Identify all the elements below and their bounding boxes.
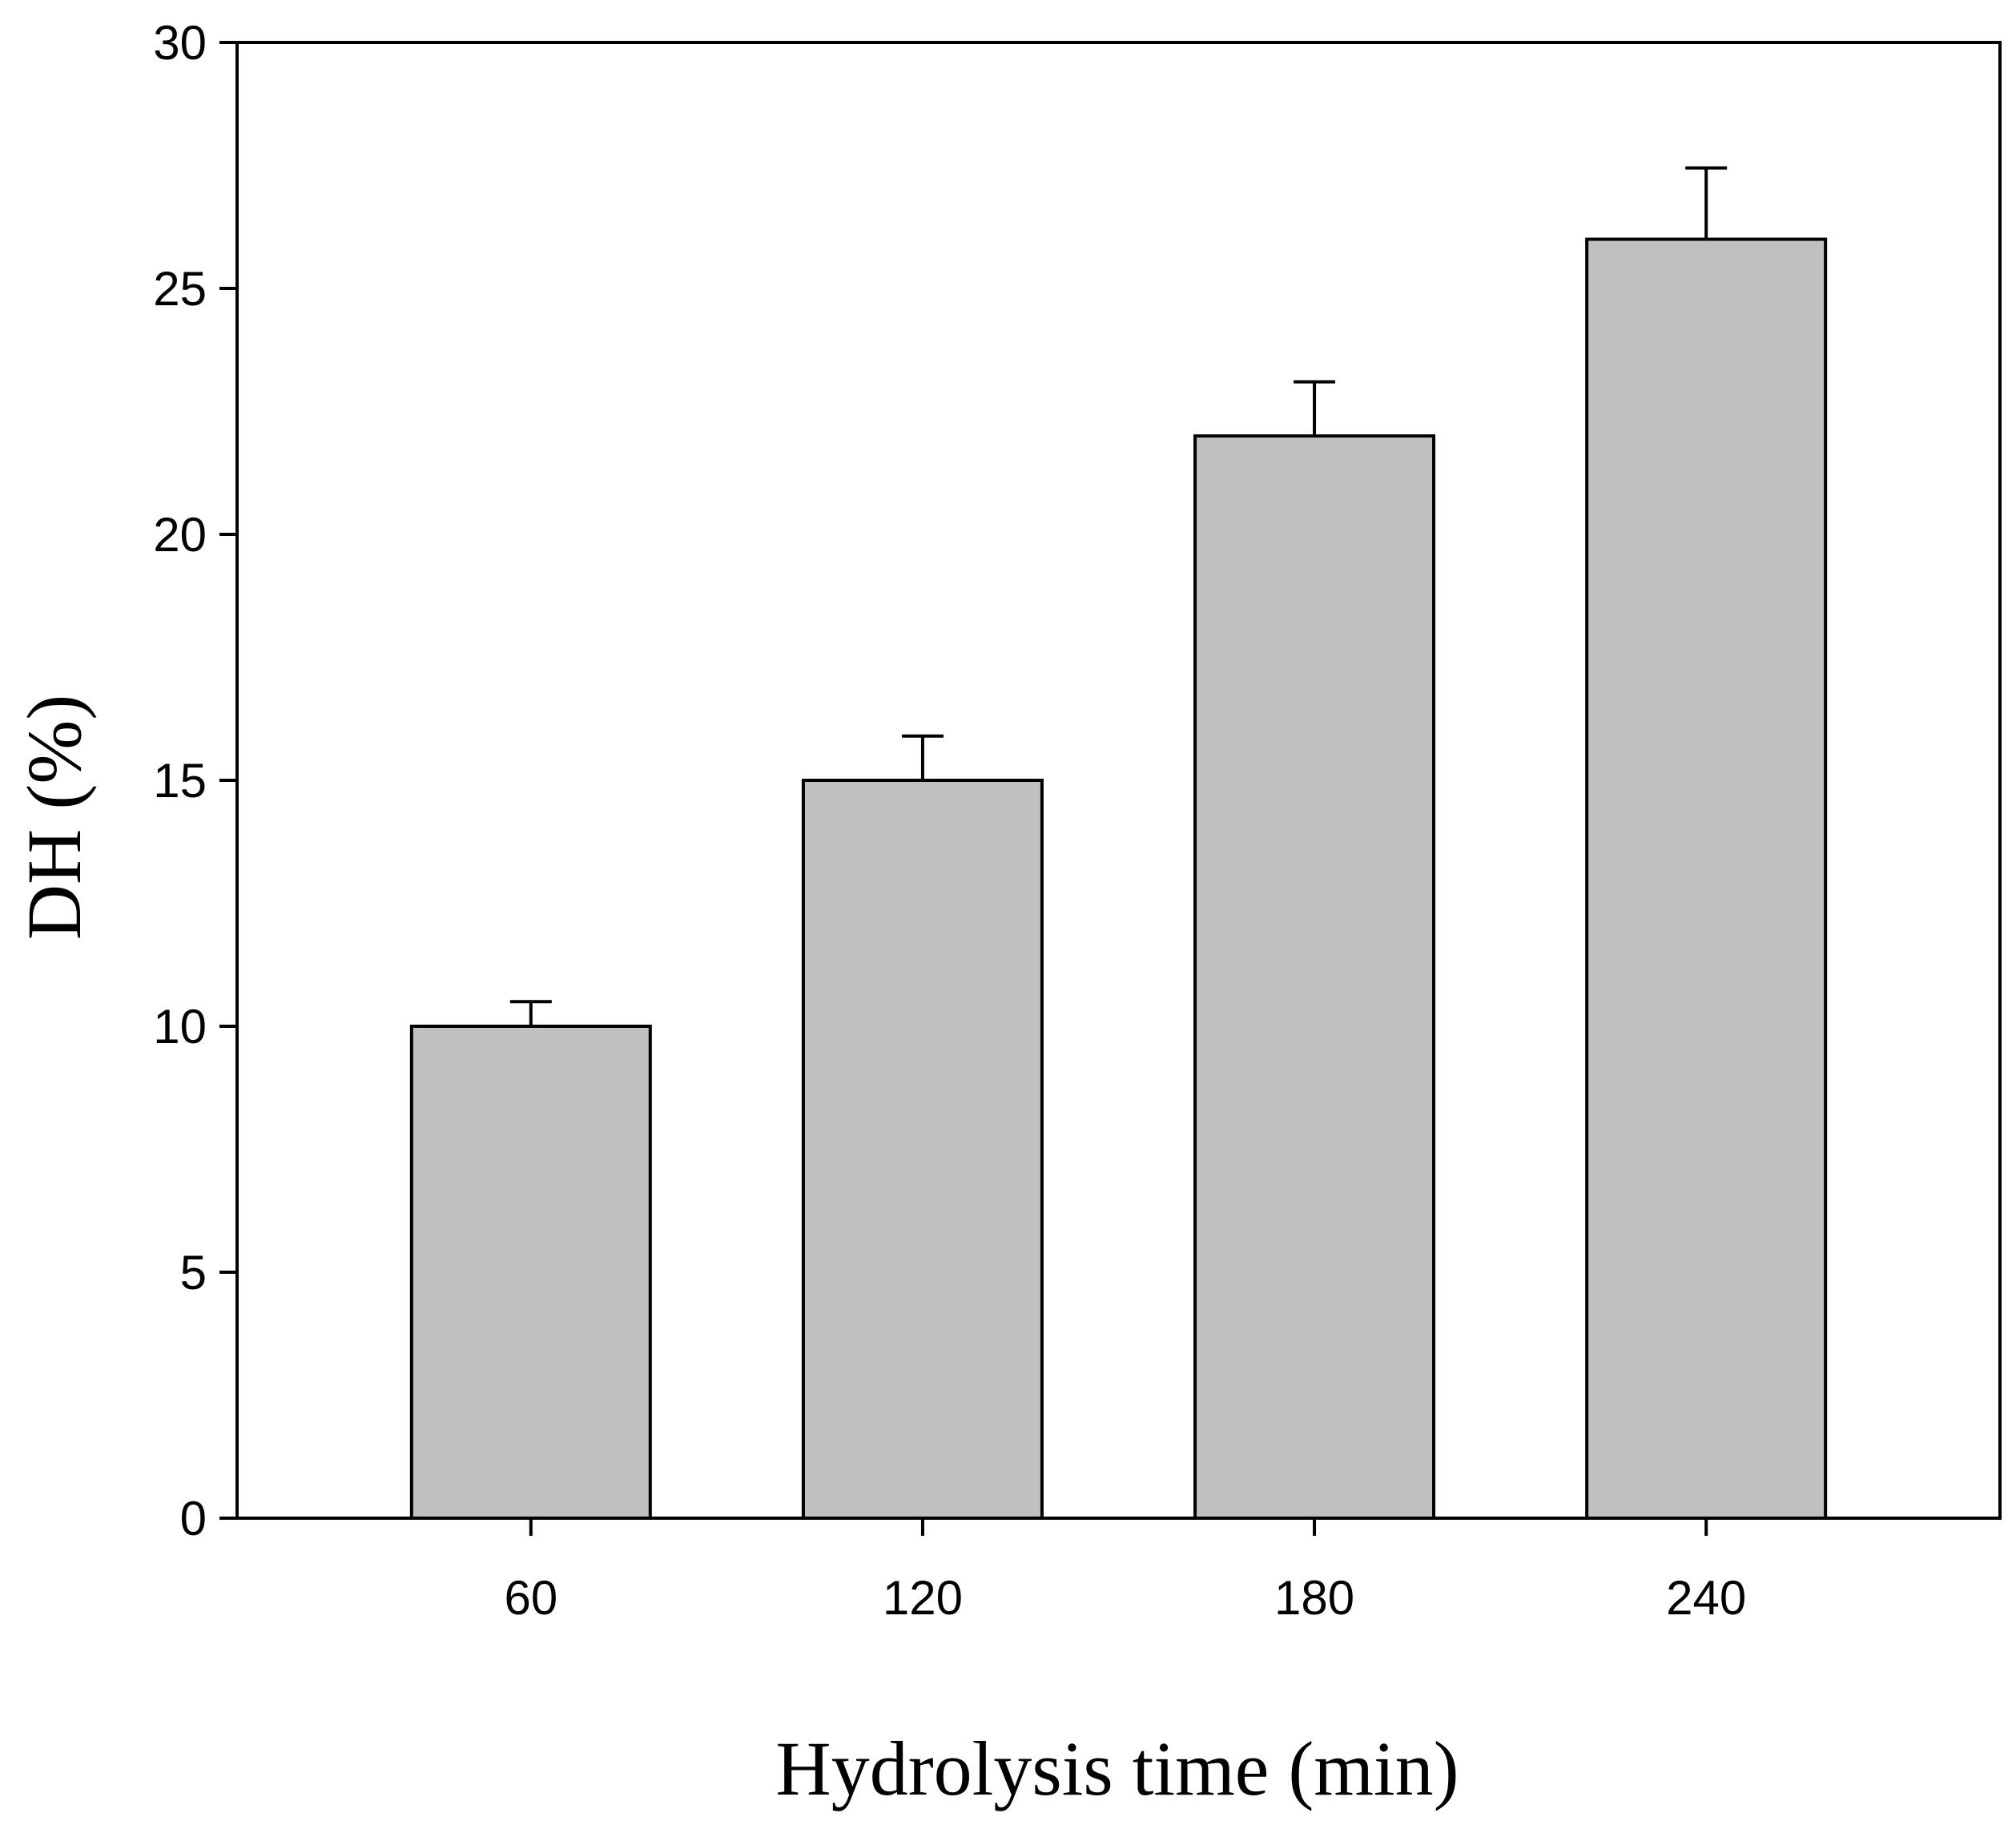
y-tick-label: 5 [180,1246,207,1299]
bars [409,237,1828,1521]
y-tick-label: 25 [153,262,207,316]
y-tick-label: 20 [153,508,207,562]
x-axis-title: Hydrolysis time (min) [775,1726,1459,1811]
y-axis-title: DH (%) [11,695,97,941]
x-tick-label: 60 [504,1571,557,1625]
bar [1193,434,1436,1521]
y-axis: 0 5 10 15 20 25 30 [153,16,237,1545]
y-tick-label: 30 [153,16,207,70]
y-tick-label: 15 [153,754,207,808]
bar [1585,237,1828,1521]
x-tick-label: 180 [1274,1571,1354,1625]
x-axis: 60 120 180 240 [504,1518,1746,1625]
bar [801,779,1044,1520]
error-bars [509,166,1728,1026]
y-tick-label: 10 [153,1000,207,1054]
y-tick-label: 0 [180,1492,207,1545]
x-tick-label: 120 [883,1571,963,1625]
x-tick-label: 240 [1666,1571,1746,1625]
bar [409,1025,652,1520]
